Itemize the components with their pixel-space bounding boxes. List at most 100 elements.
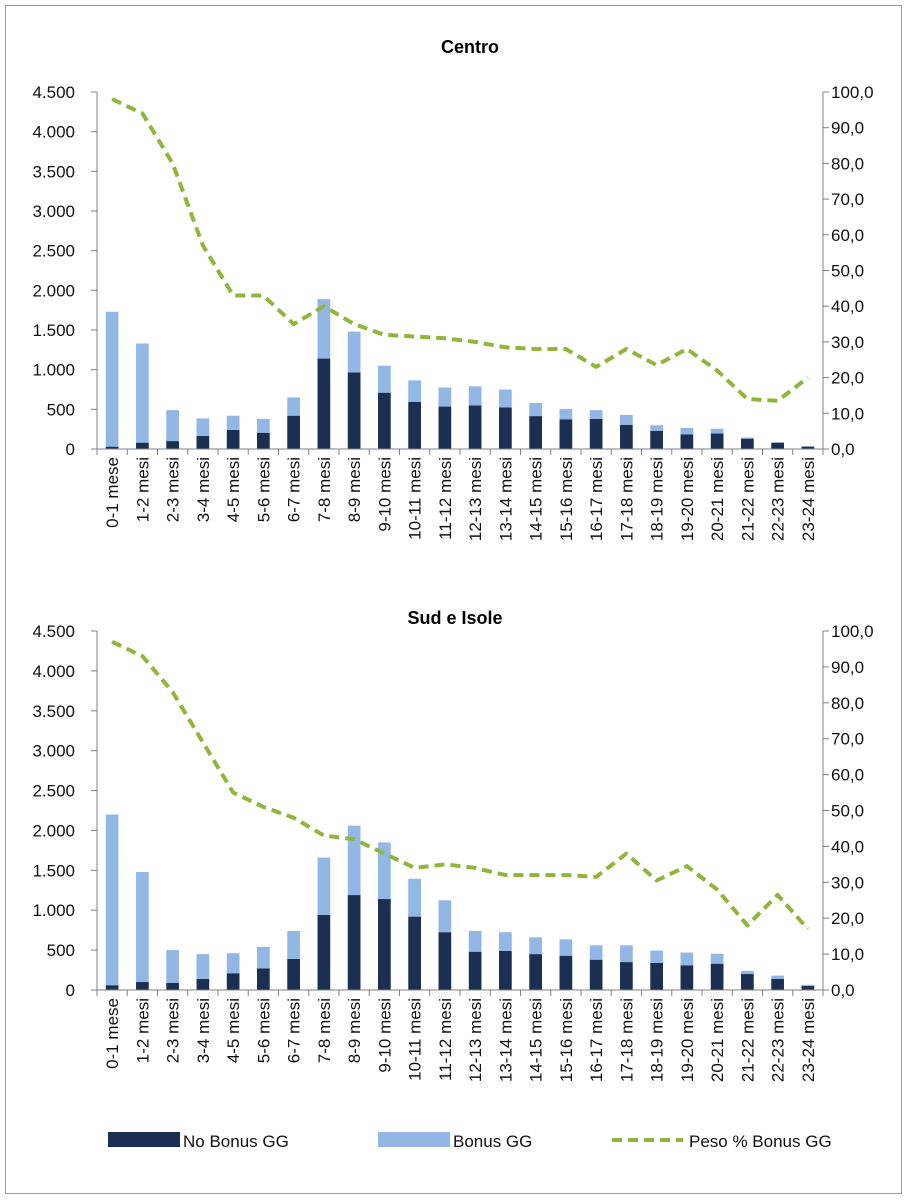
y-right-tick-label: 60,0 [831, 226, 864, 245]
bar-no-bonus [226, 973, 240, 990]
x-tick-label: 8-9 mesi [345, 998, 364, 1063]
bar-no-bonus [257, 968, 270, 990]
bar-no-bonus [801, 986, 815, 990]
x-tick-label: 2-3 mesi [164, 998, 183, 1063]
bar-no-bonus [741, 438, 754, 449]
y-left-tick-label: 500 [47, 400, 75, 419]
bar-no-bonus [347, 372, 361, 449]
y-left-tick-label: 2.000 [32, 821, 75, 840]
bar-no-bonus [589, 959, 603, 990]
bar-no-bonus [226, 429, 240, 449]
x-tick-label: 3-4 mesi [194, 457, 213, 522]
x-tick-label: 16-17 mesi [587, 457, 606, 541]
bar-no-bonus [710, 433, 724, 449]
y-right-tick-label: 90,0 [831, 658, 864, 677]
bar-no-bonus [468, 951, 482, 990]
bar-bonus [347, 331, 361, 373]
bars-group [105, 814, 815, 990]
axes-group: 0 500 1.000 1.500 2.000 2.500 3.000 3.500 4.000 4… [32, 622, 873, 1082]
bar-no-bonus [559, 955, 573, 990]
bar-bonus [317, 857, 331, 916]
y-right-tick-label: 30,0 [831, 873, 864, 892]
chart-centro: Centro 0 500 1.000 1.500 2.000 2.500 3.000 3.50… [32, 37, 873, 541]
bar-no-bonus [468, 405, 482, 449]
bar-bonus [680, 952, 694, 966]
bar-bonus [378, 365, 391, 393]
bar-no-bonus [438, 406, 452, 449]
bar-bonus [196, 954, 210, 979]
y-left-tick-label: 0 [66, 981, 75, 1000]
bar-no-bonus [801, 446, 815, 449]
bar-bonus [468, 386, 482, 406]
x-tick-label: 12-13 mesi [466, 457, 485, 541]
bar-no-bonus [378, 899, 391, 990]
bar-no-bonus [559, 419, 573, 449]
bar-no-bonus [196, 978, 210, 990]
bar-bonus [166, 410, 179, 442]
bar-no-bonus [771, 442, 784, 449]
bar-bonus [650, 425, 663, 431]
x-tick-label: 21-22 mesi [738, 998, 757, 1082]
bar-no-bonus [499, 950, 512, 990]
bar-bonus [468, 930, 482, 952]
x-tick-label: 21-22 mesi [738, 457, 757, 541]
y-right-tick-label: 0,0 [831, 440, 855, 459]
x-tick-label: 2-3 mesi [164, 457, 183, 522]
x-tick-label: 6-7 mesi [285, 998, 304, 1063]
bar-bonus [499, 389, 512, 408]
y-right-tick-label: 80,0 [831, 154, 864, 173]
x-tick-label: 8-9 mesi [345, 457, 364, 522]
x-tick-label: 19-20 mesi [678, 457, 697, 541]
y-right-tick-label: 20,0 [831, 909, 864, 928]
y-left-tick-label: 2.500 [32, 782, 75, 801]
bar-no-bonus [136, 982, 149, 990]
bar-bonus [499, 932, 512, 951]
bar-no-bonus [136, 442, 149, 449]
bar-no-bonus [166, 441, 179, 449]
y-left-tick-label: 4.000 [32, 123, 75, 142]
bar-no-bonus [589, 418, 603, 449]
bar-no-bonus [347, 895, 361, 990]
x-tick-label: 15-16 mesi [557, 457, 576, 541]
bar-no-bonus [105, 446, 119, 449]
x-tick-label: 14-15 mesi [527, 457, 546, 541]
x-tick-label: 4-5 mesi [224, 457, 243, 522]
y-right-tick-label: 50,0 [831, 262, 864, 281]
bar-no-bonus [771, 978, 784, 990]
bar-bonus [226, 415, 240, 430]
x-tick-label: 11-12 mesi [436, 998, 455, 1081]
bar-no-bonus [438, 932, 452, 990]
y-right-tick-label: 80,0 [831, 694, 864, 713]
x-tick-label: 7-8 mesi [315, 998, 334, 1063]
y-left-tick-label: 0 [66, 440, 75, 459]
bar-bonus [741, 970, 754, 975]
x-tick-label: 0-1 mese [103, 457, 122, 528]
legend-label-bonus: Bonus GG [453, 1132, 532, 1151]
x-tick-label: 18-19 mesi [648, 457, 667, 541]
bar-bonus [620, 414, 633, 425]
bar-bonus [801, 984, 815, 987]
bar-bonus [408, 380, 421, 402]
x-tick-label: 19-20 mesi [678, 998, 697, 1082]
x-tick-label: 7-8 mesi [315, 457, 334, 522]
line-peso-bonus [111, 639, 810, 931]
y-left-tick-label: 1.500 [32, 861, 75, 880]
bar-bonus [257, 418, 270, 433]
bar-bonus [741, 437, 754, 439]
y-left-tick-label: 3.000 [32, 742, 75, 761]
axes-group: 0 500 1.000 1.500 2.000 2.500 3.000 3.500 4.000 4… [32, 83, 873, 541]
x-tick-label: 23-24 mesi [799, 457, 818, 541]
y-left-tick-label: 1.000 [32, 901, 75, 920]
bar-bonus [257, 946, 270, 969]
line-group [111, 97, 810, 403]
bar-no-bonus [287, 958, 300, 990]
x-tick-label: 22-23 mesi [769, 457, 788, 541]
bar-no-bonus [680, 965, 694, 990]
line-group [111, 639, 810, 931]
x-tick-label: 4-5 mesi [224, 998, 243, 1063]
x-tick-label: 23-24 mesi [799, 998, 818, 1082]
x-tick-label: 14-15 mesi [527, 998, 546, 1082]
legend-swatch-bonus [378, 1132, 450, 1147]
bar-no-bonus [710, 963, 724, 990]
x-tick-label: 1-2 mesi [133, 998, 152, 1063]
